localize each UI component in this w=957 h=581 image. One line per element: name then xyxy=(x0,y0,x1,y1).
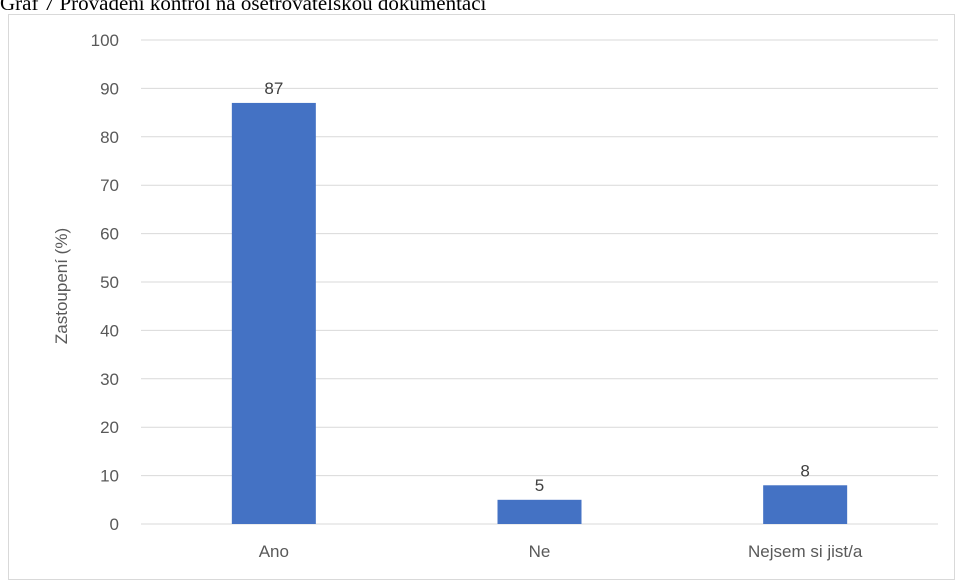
y-tick-label: 0 xyxy=(110,515,119,534)
x-tick-label: Ne xyxy=(529,542,551,561)
y-axis-label: Zastoupení (%) xyxy=(52,228,71,344)
x-tick-label: Ano xyxy=(259,542,289,561)
data-label: 8 xyxy=(800,461,809,480)
bar xyxy=(497,499,582,524)
data-label: 5 xyxy=(535,476,544,495)
bar xyxy=(763,485,848,524)
data-labels: 87 5 8 xyxy=(264,79,810,495)
y-tick-label: 100 xyxy=(91,31,119,50)
x-tick-labels: Ano Ne Nejsem si jist/a xyxy=(259,542,863,561)
y-tick-label: 30 xyxy=(100,370,119,389)
data-label: 87 xyxy=(264,79,283,98)
chart-caption: Graf 7 Provádění kontrol na ošetřovatels… xyxy=(0,0,487,15)
y-tick-label: 20 xyxy=(100,418,119,437)
y-tick-label: 90 xyxy=(100,79,119,98)
y-tick-label: 60 xyxy=(100,225,119,244)
y-tick-label: 50 xyxy=(100,273,119,292)
y-tick-label: 80 xyxy=(100,128,119,147)
y-tick-labels: 0 10 20 30 40 50 60 70 80 90 100 xyxy=(91,31,119,534)
x-tick-label: Nejsem si jist/a xyxy=(748,542,863,561)
y-tick-label: 70 xyxy=(100,176,119,195)
bars xyxy=(231,102,848,525)
y-tick-label: 10 xyxy=(100,467,119,486)
y-tick-label: 40 xyxy=(100,321,119,340)
bar xyxy=(231,102,316,525)
